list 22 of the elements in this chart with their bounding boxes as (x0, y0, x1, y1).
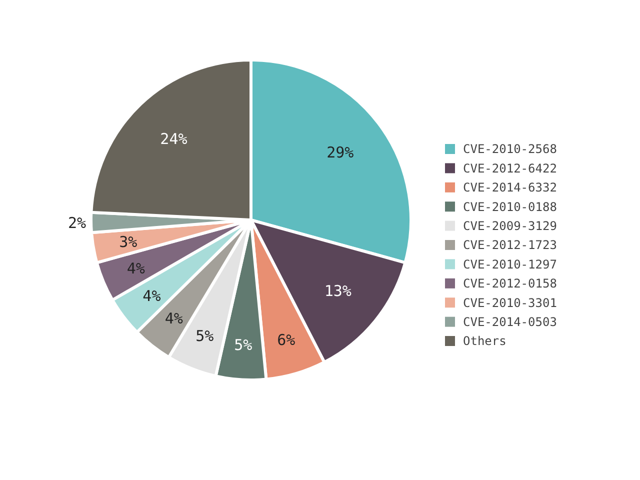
data-label: 4% (164, 309, 183, 328)
legend-label: CVE-2012-1723 (463, 238, 557, 252)
legend-label: CVE-2010-2568 (463, 142, 557, 156)
data-label: 24% (160, 130, 188, 148)
data-label: 2% (68, 214, 86, 232)
legend-label: Others (463, 334, 506, 348)
data-label: 5% (196, 327, 214, 346)
legend-label: CVE-2010-0188 (463, 200, 557, 214)
data-label: 13% (324, 282, 352, 300)
data-label: 4% (126, 259, 145, 278)
legend-label: CVE-2010-3301 (463, 296, 557, 310)
data-label: 4% (142, 286, 161, 305)
legend-label: CVE-2012-0158 (463, 276, 557, 291)
legend-label: CVE-2010-1297 (463, 257, 557, 272)
legend-label: CVE-2009-3129 (463, 219, 557, 233)
legend-label: CVE-2014-0503 (463, 315, 557, 329)
data-label: 3% (119, 232, 138, 251)
data-label: 5% (234, 336, 252, 354)
data-label: 6% (277, 330, 296, 349)
legend-label: CVE-2014-6332 (463, 180, 557, 195)
legend-label: CVE-2012-6422 (463, 161, 557, 176)
data-label: 29% (326, 143, 354, 162)
